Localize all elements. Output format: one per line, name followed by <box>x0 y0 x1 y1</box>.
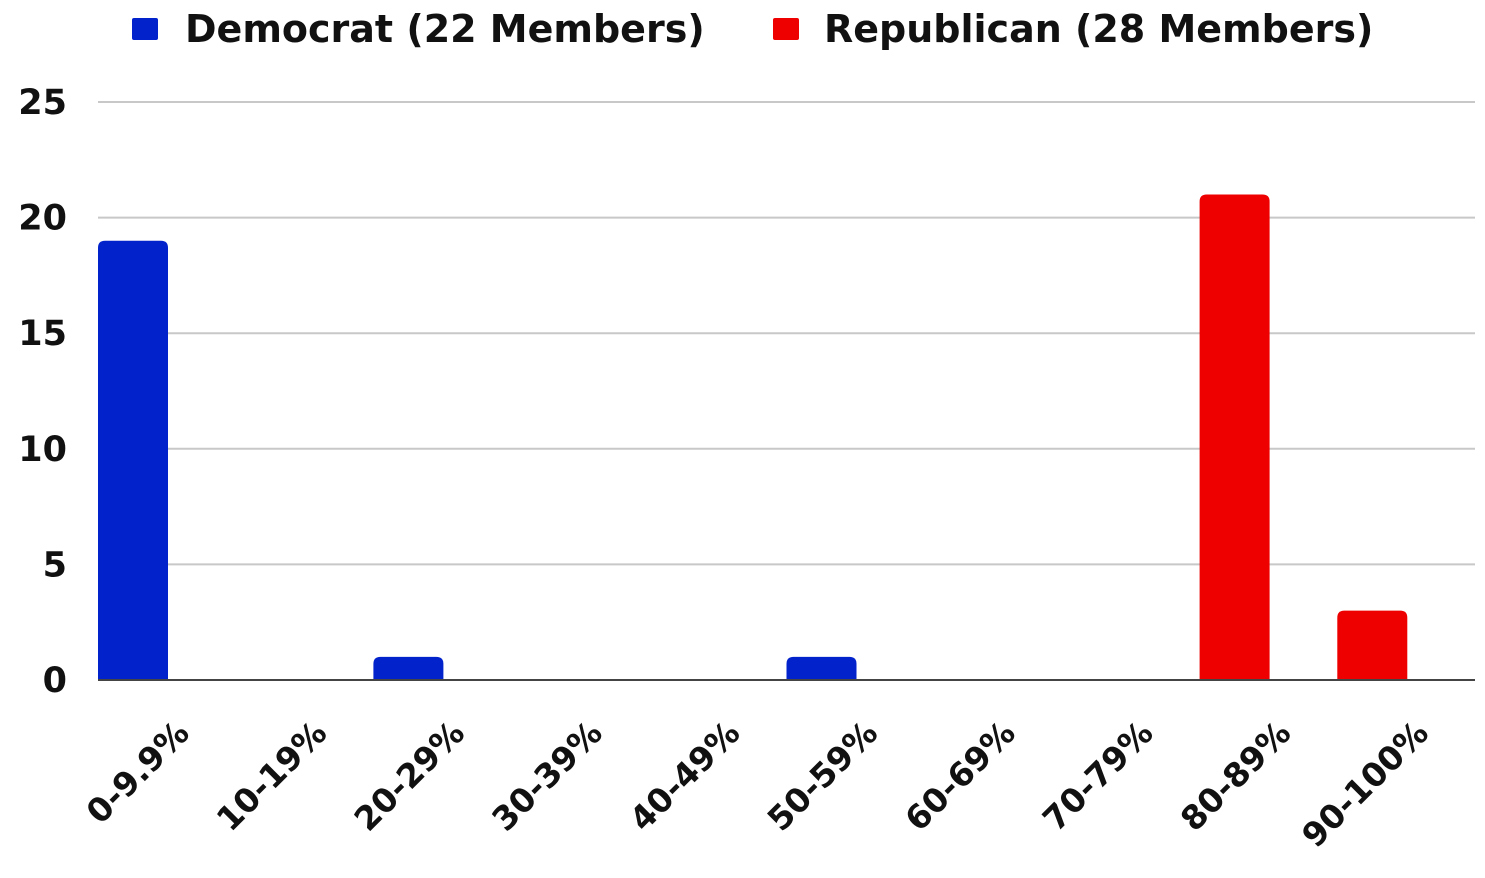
legend-swatch-republican <box>773 18 799 40</box>
y-tick-label: 25 <box>18 83 67 123</box>
x-tick-label: 80-89% <box>1173 713 1299 839</box>
legend: Democrat (22 Members) Republican (28 Mem… <box>132 7 1373 51</box>
legend-item-democrat: Democrat (22 Members) <box>132 7 705 51</box>
x-tick-label: 50-59% <box>760 713 886 839</box>
legend-swatch-democrat <box>132 18 158 40</box>
bar-democrat <box>373 656 444 680</box>
y-axis-ticks: 0 5 10 15 20 25 <box>18 83 67 701</box>
y-tick-label: 20 <box>18 199 67 239</box>
x-tick-label: 30-39% <box>484 713 610 839</box>
y-tick-label: 0 <box>43 661 67 701</box>
bar-democrat <box>98 240 168 680</box>
x-axis-ticks: 0-9.9% 10-19% 20-29% 30-39% 40-49% 50-59% 60-6… <box>78 713 1436 855</box>
bars <box>98 194 1408 681</box>
bar-republican <box>1199 194 1270 681</box>
x-tick-label: 20-29% <box>346 713 472 839</box>
y-tick-label: 5 <box>43 545 67 585</box>
legend-label-democrat: Democrat (22 Members) <box>185 7 705 51</box>
x-tick-label: 70-79% <box>1035 713 1161 839</box>
legend-label-republican: Republican (28 Members) <box>824 7 1373 51</box>
x-tick-label: 10-19% <box>209 713 335 839</box>
legend-item-republican: Republican (28 Members) <box>773 7 1373 51</box>
y-tick-label: 15 <box>18 314 67 354</box>
x-tick-label: 0-9.9% <box>78 713 196 831</box>
bar-democrat <box>786 656 857 680</box>
x-tick-label: 60-69% <box>897 713 1023 839</box>
x-tick-label: 90-100% <box>1294 713 1436 855</box>
x-tick-label: 40-49% <box>622 713 748 839</box>
bar-republican <box>1337 610 1408 680</box>
y-tick-label: 10 <box>18 430 67 470</box>
